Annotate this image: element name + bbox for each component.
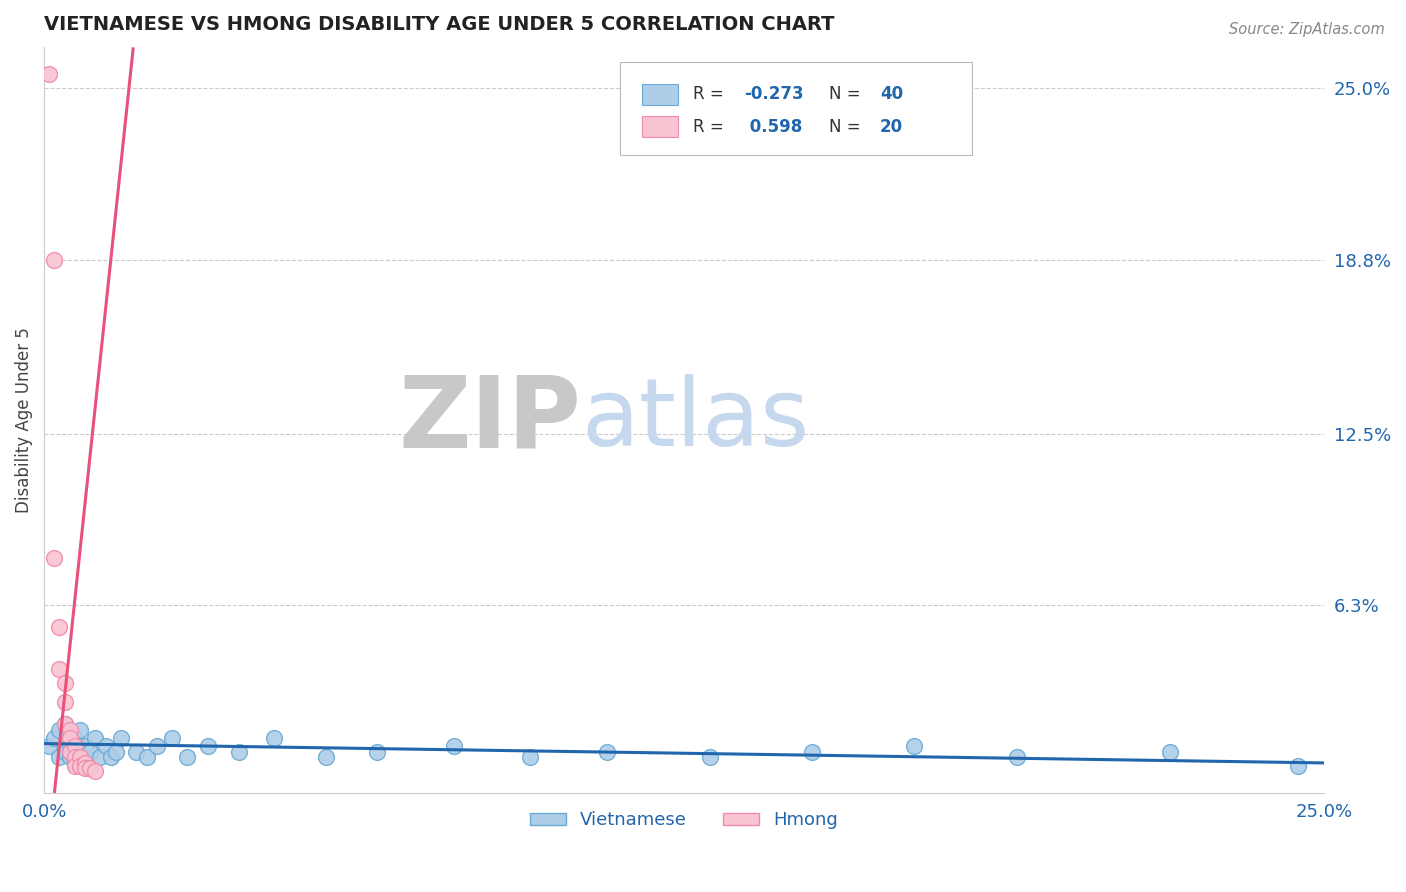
Point [38, 739, 60, 754]
Point [44, 731, 66, 745]
Point [59, 750, 82, 764]
Point [48, 620, 70, 634]
Point [228, 745, 250, 759]
Point [59, 739, 82, 754]
Point [48, 750, 70, 764]
Point [69, 745, 91, 759]
Point [53, 717, 76, 731]
Point [89, 750, 111, 764]
Text: Source: ZipAtlas.com: Source: ZipAtlas.com [1229, 22, 1385, 37]
Point [75, 756, 97, 770]
Y-axis label: Disability Age Under 5: Disability Age Under 5 [15, 327, 32, 513]
Text: 40: 40 [880, 86, 903, 103]
Point [69, 723, 91, 737]
Point [104, 745, 127, 759]
Point [69, 758, 91, 772]
Point [75, 739, 97, 754]
Point [1286, 758, 1309, 772]
Bar [641, 116, 678, 137]
Text: ZIP: ZIP [399, 371, 582, 468]
Point [443, 739, 465, 754]
Point [801, 745, 824, 759]
Point [596, 745, 619, 759]
Point [48, 723, 70, 737]
Point [135, 750, 157, 764]
FancyBboxPatch shape [620, 62, 972, 155]
Point [63, 758, 86, 772]
Point [110, 731, 132, 745]
Point [75, 762, 97, 776]
Text: VIETNAMESE VS HMONG DISABILITY AGE UNDER 5 CORRELATION CHART: VIETNAMESE VS HMONG DISABILITY AGE UNDER… [44, 15, 835, 34]
Point [53, 745, 76, 759]
Point [59, 731, 82, 745]
Point [263, 731, 285, 745]
Point [1005, 750, 1028, 764]
Point [59, 723, 82, 737]
Point [160, 731, 183, 745]
Point [75, 750, 97, 764]
Point [63, 756, 86, 770]
Point [53, 675, 76, 690]
Point [79, 762, 101, 776]
Point [903, 739, 925, 754]
Point [63, 739, 86, 754]
Point [94, 739, 117, 754]
Text: atlas: atlas [582, 374, 810, 466]
Point [53, 717, 76, 731]
Text: -0.273: -0.273 [744, 86, 804, 103]
Text: R =: R = [693, 118, 730, 136]
Text: 20: 20 [880, 118, 903, 136]
Point [84, 731, 107, 745]
Text: N =: N = [828, 118, 866, 136]
Point [44, 252, 66, 267]
Point [48, 662, 70, 676]
Bar [641, 84, 678, 105]
Point [699, 750, 721, 764]
Point [69, 750, 91, 764]
Point [100, 750, 122, 764]
Text: N =: N = [828, 86, 866, 103]
Point [519, 750, 541, 764]
Point [79, 745, 101, 759]
Point [44, 551, 66, 566]
Point [84, 764, 107, 779]
Point [315, 750, 337, 764]
Point [63, 731, 86, 745]
Point [197, 739, 219, 754]
Point [63, 750, 86, 764]
Legend: Vietnamese, Hmong: Vietnamese, Hmong [523, 805, 846, 837]
Point [366, 745, 388, 759]
Point [59, 745, 82, 759]
Point [176, 750, 198, 764]
Point [145, 739, 167, 754]
Text: 0.598: 0.598 [744, 118, 803, 136]
Text: R =: R = [693, 86, 730, 103]
Point [38, 67, 60, 81]
Point [125, 745, 148, 759]
Point [53, 695, 76, 709]
Point [1159, 745, 1181, 759]
